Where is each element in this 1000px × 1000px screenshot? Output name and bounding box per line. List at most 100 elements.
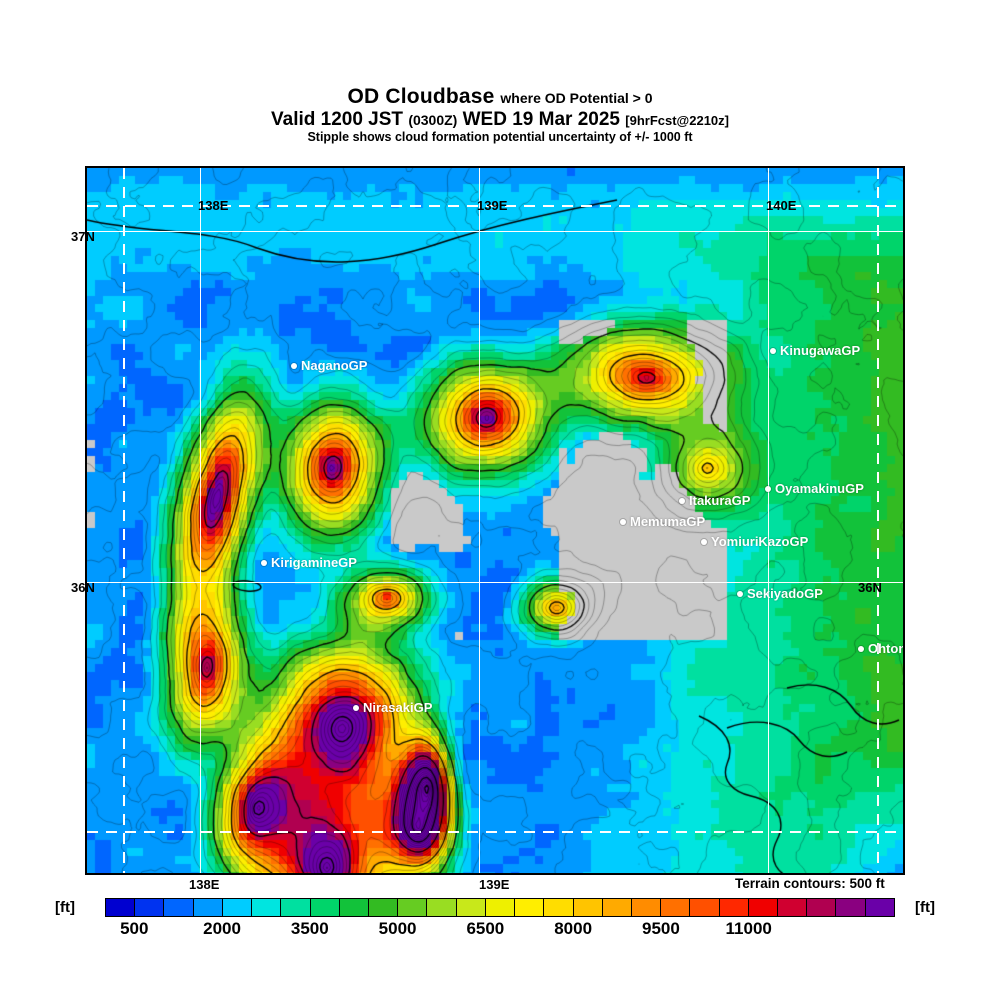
station-label: ItakuraGP: [689, 493, 751, 508]
colorbar-swatch: [339, 899, 369, 916]
station-label: KinugawaGP: [780, 343, 861, 358]
station-dot-icon: [701, 538, 707, 545]
colorbar-tick-label: 9500: [642, 919, 680, 938]
station-dot-icon: [261, 559, 267, 566]
map-frame[interactable]: NaganoGP KinugawaGP OyamakinuGP ItakuraGP Me…: [85, 166, 905, 875]
station-marker[interactable]: YomiuriKazoGP: [701, 534, 808, 549]
station-dot-icon: [291, 362, 297, 369]
station-dot-icon: [620, 518, 626, 525]
page-title: OD Cloudbase where OD Potential > 0: [0, 85, 1000, 108]
grid-coordinate-label: 36N: [858, 580, 882, 595]
valid-date: WED 19 Mar 2025: [462, 109, 620, 131]
station-label: Ohtone: [868, 641, 903, 656]
grid-coordinate-label: 138E: [198, 198, 229, 213]
gridline-latitude: [87, 231, 903, 232]
gridline-latitude: [87, 582, 903, 583]
valid-time-utc: (0300Z): [408, 112, 458, 129]
colorbar-tick-label: 3500: [290, 919, 329, 938]
valid-time-line: Valid 1200 JST (0300Z) WED 19 Mar 2025 […: [0, 110, 1000, 130]
colorbar-swatch: [368, 899, 399, 916]
station-marker[interactable]: NaganoGP: [291, 358, 367, 373]
gridline-longitude: [200, 168, 201, 873]
colorbar-swatch: [661, 899, 691, 916]
station-label: YomiuriKazoGP: [711, 534, 809, 549]
colorbar-tick-label: 5000: [378, 919, 417, 938]
station-label: KirigamineGP: [271, 555, 357, 570]
grid-coordinate-label: 139E: [477, 198, 508, 213]
colorbar-swatch: [602, 899, 632, 916]
colorbar-swatch: [807, 899, 837, 916]
colorbar-swatch: [515, 899, 545, 916]
station-label: MemumaGP: [630, 514, 706, 529]
station-marker[interactable]: ItakuraGP: [679, 493, 750, 508]
station-dot-icon: [765, 485, 771, 492]
colorbar-unit-left: [ft]: [55, 899, 75, 916]
axis-label-longitude: 138E: [189, 877, 220, 892]
sector-boundary-dashed: [87, 831, 903, 833]
station-label: SekiyadoGP: [747, 586, 823, 601]
colorbar-tick-label: 2000: [203, 919, 241, 938]
colorbar-swatch: [193, 899, 223, 916]
grid-coordinate-label: 37N: [71, 229, 95, 244]
colorbar-swatch: [310, 899, 340, 916]
page-title-qualifier: where OD Potential > 0: [500, 90, 653, 106]
colorbar-swatch: [544, 899, 574, 916]
colorbar-swatch: [865, 899, 894, 916]
colorbar-swatch: [135, 899, 165, 916]
station-dot-icon: [353, 704, 359, 711]
colorbar-swatch: [631, 899, 662, 916]
colorbar-unit-right: [ft]: [915, 899, 935, 916]
station-dot-icon: [858, 645, 864, 652]
colorbar-swatch: [164, 899, 194, 916]
colorbar-tick-label: 11000: [725, 919, 772, 938]
station-marker[interactable]: NirasakiGP: [353, 700, 432, 715]
colorbar-swatch: [485, 899, 516, 916]
station-label: OyamakinuGP: [775, 481, 864, 496]
station-label: NirasakiGP: [363, 700, 433, 715]
colorbar-swatch: [748, 899, 779, 916]
gridline-longitude: [768, 168, 769, 873]
station-dot-icon: [737, 590, 743, 597]
valid-time-local: Valid 1200 JST: [271, 109, 404, 131]
station-marker[interactable]: MemumaGP: [620, 514, 705, 529]
station-label: FujigawaGP: [394, 873, 468, 875]
axis-label-longitude: 139E: [479, 877, 510, 892]
cloudbase-raster: [87, 168, 903, 873]
station-dot-icon: [679, 497, 685, 504]
forecast-run-tag: [9hrFcst@2210z]: [625, 113, 729, 129]
colorbar-swatch: [281, 899, 311, 916]
station-marker[interactable]: OyamakinuGP: [765, 481, 864, 496]
colorbar-swatch: [398, 899, 428, 916]
colorbar-swatch: [106, 899, 136, 916]
sector-boundary-dashed: [87, 205, 903, 207]
map-overlay: NaganoGP KinugawaGP OyamakinuGP ItakuraGP Me…: [87, 168, 903, 873]
station-marker[interactable]: KinugawaGP: [770, 343, 860, 358]
colorbar-swatch: [427, 899, 457, 916]
gridline-longitude: [479, 168, 480, 873]
title-block: OD Cloudbase where OD Potential > 0 Vali…: [0, 85, 1000, 145]
colorbar-tick-label: 8000: [554, 919, 593, 938]
sector-boundary-dashed: [123, 168, 125, 873]
colorbar-swatch: [690, 899, 720, 916]
colorbar-tick-label: 6500: [466, 919, 505, 938]
colorbar-swatch: [719, 899, 749, 916]
colorbar-swatch: [836, 899, 866, 916]
station-label: NaganoGP: [301, 358, 368, 373]
colorbar[interactable]: [105, 898, 895, 917]
colorbar-swatch: [456, 899, 486, 916]
station-marker[interactable]: Ohtone: [858, 641, 903, 656]
colorbar-swatch: [573, 899, 603, 916]
terrain-contour-note: Terrain contours: 500 ft: [735, 876, 885, 891]
station-marker[interactable]: FujigawaGP: [384, 873, 468, 875]
colorbar-block: [ft] [ft] 500 2000 3500 5000 6500 8000 9500 110…: [0, 898, 1000, 942]
colorbar-swatch: [222, 899, 253, 916]
station-marker[interactable]: KirigamineGP: [261, 555, 357, 570]
station-marker[interactable]: SekiyadoGP: [737, 586, 823, 601]
page-title-main: OD Cloudbase: [347, 85, 495, 108]
station-dot-icon: [770, 347, 776, 354]
grid-coordinate-label: 36N: [71, 580, 95, 595]
colorbar-swatch: [252, 899, 282, 916]
grid-coordinate-label: 140E: [766, 198, 797, 213]
stipple-legend-note: Stipple shows cloud formation potential …: [307, 130, 693, 145]
